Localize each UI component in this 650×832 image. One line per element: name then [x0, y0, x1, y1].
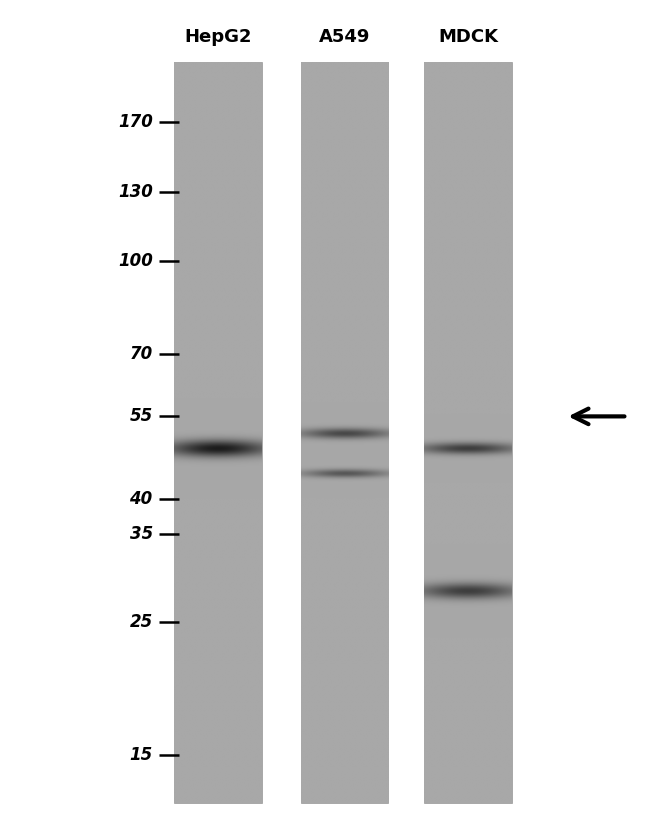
- Text: 35: 35: [129, 525, 153, 543]
- Bar: [424, 62, 512, 803]
- Text: HepG2: HepG2: [184, 27, 252, 46]
- Text: 40: 40: [129, 490, 153, 508]
- Text: A549: A549: [318, 27, 370, 46]
- Text: 15: 15: [129, 746, 153, 764]
- Text: 100: 100: [118, 251, 153, 270]
- Text: 70: 70: [129, 344, 153, 363]
- Text: MDCK: MDCK: [438, 27, 498, 46]
- Text: 170: 170: [118, 113, 153, 131]
- Bar: [174, 62, 261, 803]
- Text: 55: 55: [129, 408, 153, 425]
- Bar: [300, 62, 389, 803]
- Text: 130: 130: [118, 183, 153, 201]
- Text: 25: 25: [129, 613, 153, 631]
